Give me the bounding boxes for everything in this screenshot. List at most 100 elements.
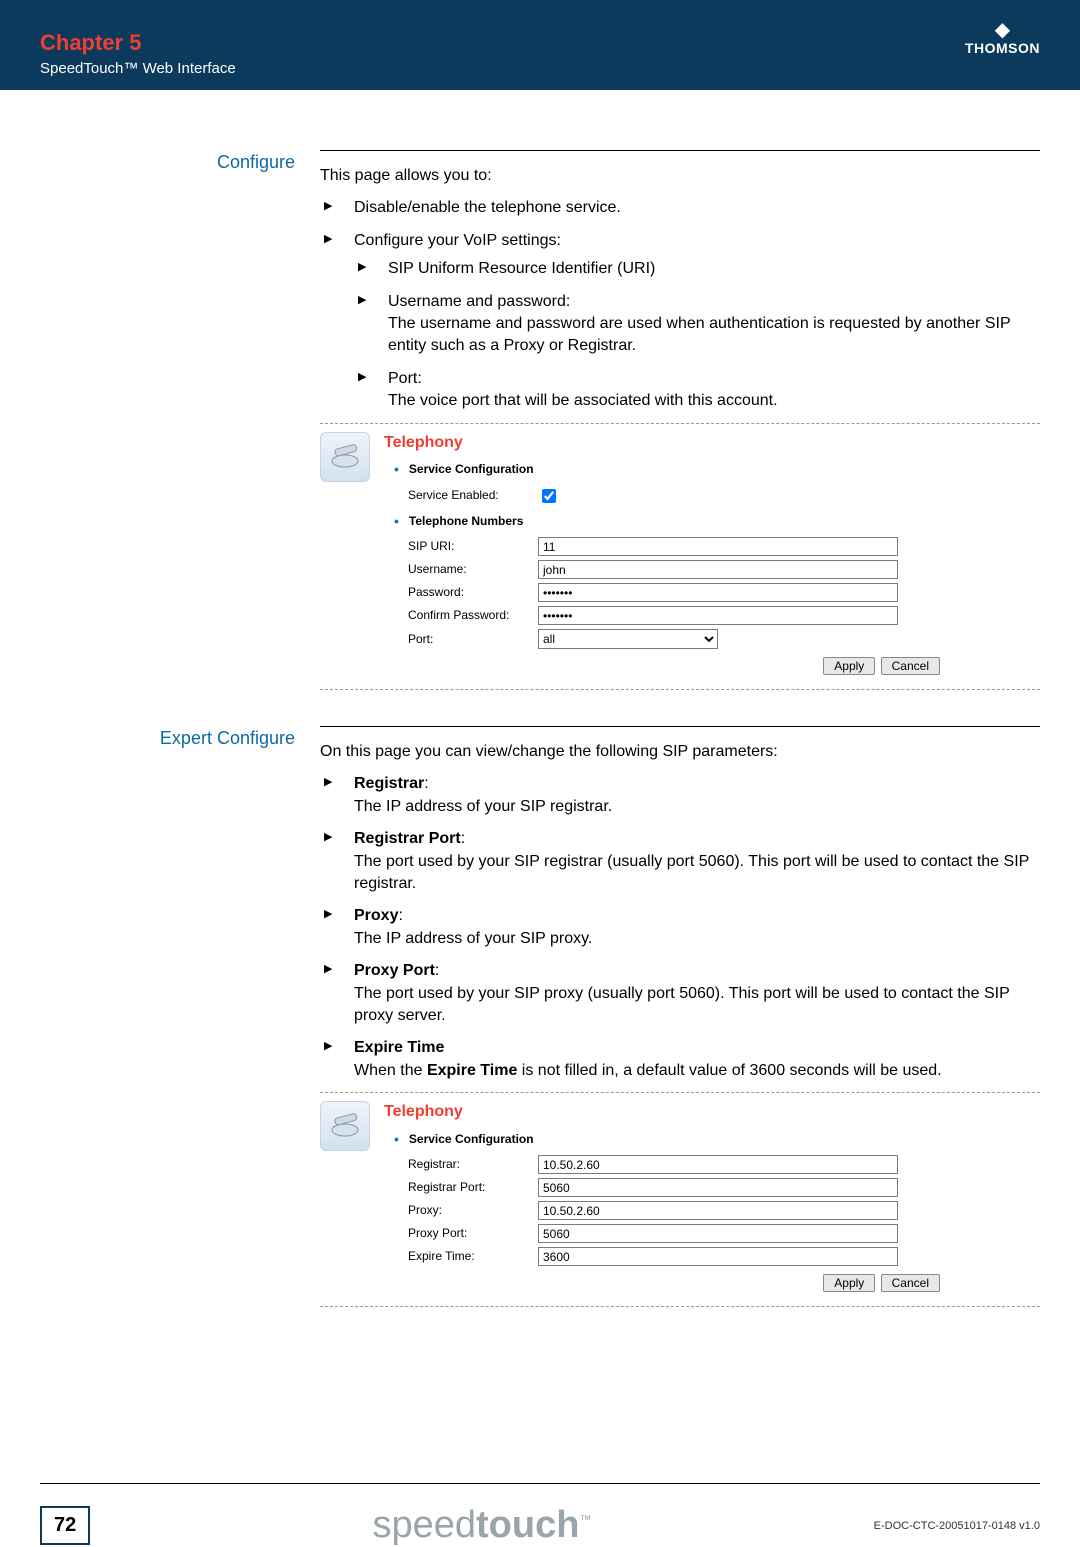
list-item: Registrar Port: The port used by your SI… (320, 828, 1040, 895)
logo-light: speed (372, 1504, 476, 1546)
list-item: SIP Uniform Resource Identifier (URI) (354, 258, 1040, 280)
telephony-panel-configure: Telephony Service Configuration Service … (320, 423, 1040, 691)
expert-configure-label: Expert Configure (40, 726, 320, 1313)
proxy-row: Proxy: (408, 1201, 1040, 1220)
registrar-desc: The IP address of your SIP registrar. (354, 798, 612, 815)
username-input[interactable] (538, 560, 898, 579)
proxy-label: Proxy: (408, 1202, 538, 1219)
confirm-password-row: Confirm Password: (408, 606, 1040, 625)
list-item: Proxy Port: The port used by your SIP pr… (320, 960, 1040, 1027)
sip-uri-row: SIP URI: (408, 537, 1040, 556)
proxy-port-desc: The port used by your SIP proxy (usually… (354, 985, 1009, 1024)
thomson-icon: ◆ (965, 20, 1040, 40)
configure-list: Disable/enable the telephone service. Co… (320, 197, 1040, 412)
expert-intro: On this page you can view/change the fol… (320, 741, 1040, 763)
configure-intro: This page allows you to: (320, 165, 1040, 187)
proxy-port-title: Proxy Port (354, 962, 435, 979)
panel-subhead-service: Service Configuration (384, 1130, 1040, 1150)
cancel-button[interactable]: Cancel (881, 657, 940, 675)
registrar-port-title: Registrar Port (354, 830, 461, 847)
sip-uri-label: SIP URI: (408, 538, 538, 555)
list-item: Proxy: The IP address of your SIP proxy. (320, 905, 1040, 950)
list-desc: The username and password are used when … (388, 315, 1010, 354)
configure-content: This page allows you to: Disable/enable … (320, 150, 1040, 696)
proxy-port-input[interactable] (538, 1224, 898, 1243)
service-enabled-row: Service Enabled: (408, 486, 1040, 506)
panel-content: Telephony Service Configuration Service … (384, 432, 1040, 676)
panel-subhead-numbers: Telephone Numbers (384, 512, 1040, 532)
registrar-port-label: Registrar Port: (408, 1179, 538, 1196)
list-text: Port: (388, 370, 422, 387)
document-id: E-DOC-CTC-20051017-0148 v1.0 (874, 1520, 1040, 1532)
page-footer: 72 speedtouch™ E-DOC-CTC-20051017-0148 v… (40, 1483, 1040, 1547)
proxy-input[interactable] (538, 1201, 898, 1220)
expert-configure-section: Expert Configure On this page you can vi… (40, 726, 1040, 1313)
list-item: Disable/enable the telephone service. (320, 197, 1040, 219)
password-row: Password: (408, 583, 1040, 602)
top-header: Chapter 5 SpeedTouch™ Web Interface ◆ TH… (0, 0, 1080, 90)
registrar-port-input[interactable] (538, 1178, 898, 1197)
speedtouch-logo: speedtouch™ (372, 1504, 591, 1547)
button-row: Apply Cancel (384, 657, 1040, 675)
page-body: Configure This page allows you to: Disab… (0, 90, 1080, 1383)
registrar-port-desc: The port used by your SIP registrar (usu… (354, 853, 1029, 892)
configure-section: Configure This page allows you to: Disab… (40, 150, 1040, 696)
service-enabled-label: Service Enabled: (408, 487, 538, 504)
sip-uri-input[interactable] (538, 537, 898, 556)
list-text: Configure your VoIP settings: (354, 232, 561, 249)
registrar-input[interactable] (538, 1155, 898, 1174)
panel-subhead-service: Service Configuration (384, 460, 1040, 480)
list-item: Configure your VoIP settings: SIP Unifor… (320, 230, 1040, 413)
expire-time-label: Expire Time: (408, 1248, 538, 1265)
expert-content: On this page you can view/change the fol… (320, 726, 1040, 1313)
port-select[interactable]: all (538, 629, 718, 649)
telephony-icon (320, 432, 370, 482)
registrar-title: Registrar (354, 775, 424, 792)
list-item: Registrar: The IP address of your SIP re… (320, 773, 1040, 818)
panel-title: Telephony (384, 432, 1040, 454)
chapter-title: Chapter 5 (40, 30, 1040, 56)
panel-title: Telephony (384, 1101, 1040, 1123)
proxy-title: Proxy (354, 907, 398, 924)
list-text: SIP Uniform Resource Identifier (URI) (388, 260, 655, 277)
proxy-desc: The IP address of your SIP proxy. (354, 930, 592, 947)
configure-label: Configure (40, 150, 320, 696)
expire-time-input[interactable] (538, 1247, 898, 1266)
telephony-icon (320, 1101, 370, 1151)
confirm-password-input[interactable] (538, 606, 898, 625)
chapter-subtitle: SpeedTouch™ Web Interface (40, 60, 1040, 77)
password-input[interactable] (538, 583, 898, 602)
list-text: Disable/enable the telephone service. (354, 199, 621, 216)
registrar-row: Registrar: (408, 1155, 1040, 1174)
expire-time-row: Expire Time: (408, 1247, 1040, 1266)
registrar-port-row: Registrar Port: (408, 1178, 1040, 1197)
telephony-panel-expert: Telephony Service Configuration Registra… (320, 1092, 1040, 1307)
confirm-password-label: Confirm Password: (408, 607, 538, 624)
list-item: Username and password: The username and … (354, 291, 1040, 358)
apply-button[interactable]: Apply (823, 657, 875, 675)
list-desc: The voice port that will be associated w… (388, 392, 778, 409)
service-enabled-checkbox[interactable] (542, 489, 556, 503)
username-row: Username: (408, 560, 1040, 579)
list-item: Expire Time When the Expire Time is not … (320, 1037, 1040, 1082)
expert-list: Registrar: The IP address of your SIP re… (320, 773, 1040, 1082)
proxy-port-row: Proxy Port: (408, 1224, 1040, 1243)
proxy-port-label: Proxy Port: (408, 1225, 538, 1242)
cancel-button[interactable]: Cancel (881, 1274, 940, 1292)
registrar-label: Registrar: (408, 1156, 538, 1173)
list-item: Port: The voice port that will be associ… (354, 368, 1040, 413)
list-text: Username and password: (388, 293, 570, 310)
expire-desc-2: is not filled in, a default value of 360… (517, 1062, 941, 1079)
configure-sublist: SIP Uniform Resource Identifier (URI) Us… (354, 258, 1040, 412)
logo-bold: touch (476, 1504, 579, 1546)
port-label: Port: (408, 631, 538, 648)
username-label: Username: (408, 561, 538, 578)
thomson-logo: ◆ THOMSON (965, 20, 1040, 56)
apply-button[interactable]: Apply (823, 1274, 875, 1292)
port-row: Port: all (408, 629, 1040, 649)
button-row: Apply Cancel (384, 1274, 1040, 1292)
password-label: Password: (408, 584, 538, 601)
expire-bold: Expire Time (427, 1062, 517, 1079)
expire-title: Expire Time (354, 1039, 444, 1056)
panel-content: Telephony Service Configuration Registra… (384, 1101, 1040, 1292)
